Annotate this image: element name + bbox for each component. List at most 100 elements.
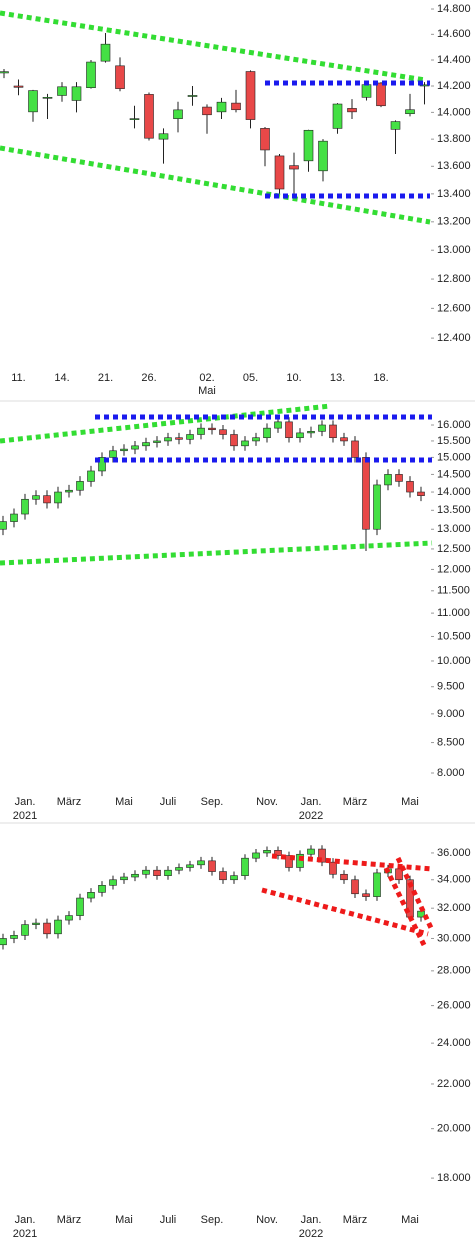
candle-body — [241, 440, 249, 447]
trend-line — [271, 853, 433, 872]
candle-body — [186, 864, 194, 868]
candle-body — [347, 108, 357, 113]
y-tick-label: 14.400 — [437, 54, 471, 66]
candle-body — [76, 897, 84, 916]
trend-line — [0, 403, 331, 444]
x-tick-label: Jan. — [301, 1214, 322, 1226]
x-tick-label: 11. — [11, 372, 25, 384]
x-tick-label: März — [57, 1214, 81, 1226]
candle-body — [65, 489, 73, 493]
candle-body — [10, 513, 18, 522]
candle-body — [208, 860, 216, 872]
candle-body — [142, 869, 150, 875]
y-tick-label: 22.000 — [437, 1078, 471, 1090]
candle-body — [120, 876, 128, 881]
candle-body — [318, 848, 326, 863]
y-tick-label: 9.000 — [437, 708, 465, 720]
y-tick-label: 15.500 — [437, 435, 471, 447]
candle-body — [216, 101, 227, 113]
x-tick-label: Mai — [401, 1214, 419, 1226]
x-tick-label: Sep. — [201, 1214, 224, 1226]
candle-body — [109, 450, 117, 458]
candle-body — [175, 437, 183, 440]
candle-body — [131, 445, 139, 450]
x-tick-label: 10. — [286, 372, 301, 384]
candle-body — [173, 109, 183, 119]
candle-body — [0, 71, 9, 74]
y-tick-label: 15.000 — [437, 451, 471, 463]
y-tick-label: 14.200 — [437, 80, 471, 92]
candle-body — [86, 61, 96, 89]
y-tick-label: 14.000 — [437, 486, 471, 498]
y-tick-label: 14.800 — [437, 3, 471, 15]
candle-body — [245, 71, 256, 120]
y-tick-label: 13.500 — [437, 504, 471, 516]
candle-body — [87, 470, 95, 482]
candle-body — [230, 875, 238, 881]
trend-line — [395, 856, 435, 932]
y-tick-label: 16.000 — [437, 419, 471, 431]
candle-body — [202, 106, 212, 116]
candle-body — [43, 495, 51, 504]
candle-body — [98, 885, 106, 893]
candle-body — [303, 129, 314, 162]
candle-body — [260, 128, 270, 151]
x-tick-label: 21. — [98, 372, 113, 384]
y-tick-label: 36.000 — [437, 847, 471, 859]
candle-body — [0, 521, 7, 530]
y-tick-label: 13.000 — [437, 244, 471, 256]
candle-body — [231, 102, 241, 111]
y-tick-label: 12.000 — [437, 563, 471, 575]
y-tick-label: 13.000 — [437, 523, 471, 535]
x-tick-label: Jan. — [15, 1214, 36, 1226]
y-tick-label: 26.000 — [437, 1000, 471, 1012]
candle-body — [54, 919, 62, 935]
candle-body — [13, 85, 24, 88]
candle-body — [153, 440, 161, 443]
candle-body — [417, 491, 425, 496]
x-tick-label: 26. — [141, 372, 156, 384]
y-tick-label: 13.600 — [437, 160, 471, 172]
candle-body — [289, 165, 299, 170]
candle-body — [263, 427, 271, 439]
y-tick-label: 8.500 — [437, 736, 465, 748]
y-tick-label: 10.000 — [437, 655, 471, 667]
x-tick-label: Juli — [160, 1214, 177, 1226]
candle-body — [406, 481, 414, 493]
trend-line — [0, 145, 431, 225]
candle-body — [100, 43, 111, 62]
x-tick-label: 02. — [199, 372, 214, 384]
trend-line — [0, 10, 426, 83]
candle-body — [10, 935, 18, 939]
candle-body — [43, 922, 51, 935]
candle-body — [373, 872, 381, 897]
x-tick-label: März — [57, 796, 81, 808]
candle-body — [362, 893, 370, 897]
candle-body — [332, 103, 343, 129]
x-tick-label: Juli — [160, 796, 177, 808]
candle-body — [65, 915, 73, 921]
candle-body — [153, 869, 161, 876]
y-tick-label: 11.000 — [437, 607, 470, 619]
candle-body — [241, 857, 249, 876]
candle-body — [144, 94, 154, 139]
candle-body — [197, 860, 205, 866]
x-tick-label: März — [343, 796, 367, 808]
x-tick-label: 18. — [373, 372, 388, 384]
candle-body — [175, 867, 183, 871]
y-tick-label: 13.800 — [437, 133, 471, 145]
candle-body — [373, 484, 381, 530]
y-tick-label: 8.000 — [437, 767, 465, 779]
x-tick-label: Jan. — [301, 796, 322, 808]
y-tick-label: 14.000 — [437, 106, 471, 118]
trend-line — [0, 540, 433, 566]
candle-body — [120, 448, 128, 452]
y-tick-label: 14.500 — [437, 468, 471, 480]
candle-body — [263, 850, 271, 854]
candle-body — [42, 96, 53, 99]
x-tick-sublabel: 2021 — [13, 810, 37, 822]
candle-body — [98, 457, 106, 472]
candle-body — [329, 861, 337, 875]
candle-body — [230, 434, 238, 447]
candle-body — [57, 86, 67, 96]
